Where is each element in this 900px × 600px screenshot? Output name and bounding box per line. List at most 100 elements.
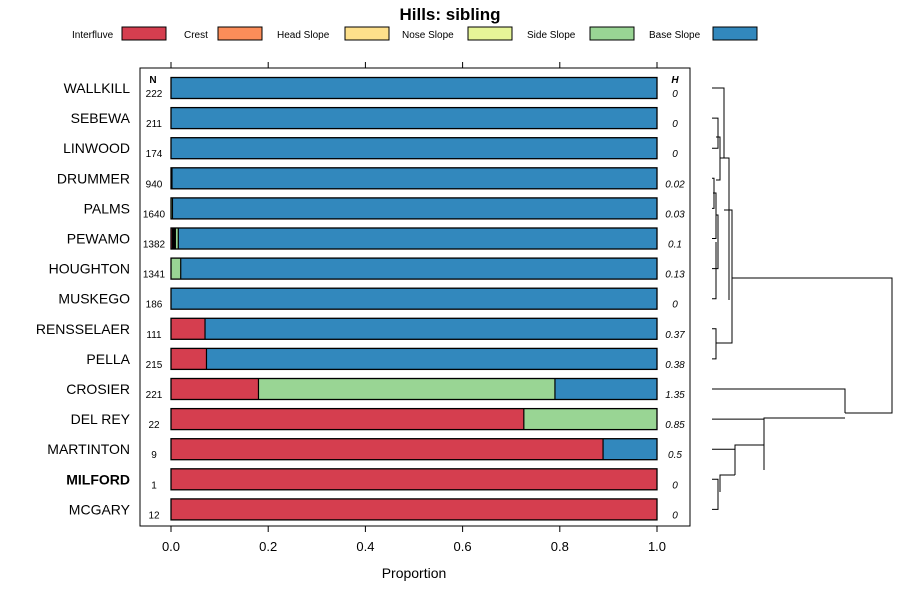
x-tick-label-2: 0.4 bbox=[356, 539, 374, 554]
row-palms: PALMS 1640 0.03 bbox=[84, 197, 685, 220]
dendro-root bbox=[732, 277, 893, 414]
n-column-header: N bbox=[149, 75, 156, 86]
soil-label-palms: PALMS bbox=[84, 200, 130, 216]
bar-segment-pewamo-base-slope bbox=[178, 228, 658, 249]
chart-title: Hills: sibling bbox=[399, 5, 500, 24]
bar-outline-crosier bbox=[170, 377, 658, 401]
top-axis-ticks bbox=[170, 62, 658, 68]
bar-segment-mcgary-interfluve bbox=[171, 498, 657, 520]
bar-segment-palms-side-slope bbox=[171, 197, 173, 219]
h-value-houghton: 0.13 bbox=[665, 270, 685, 281]
legend-label-side-slope: Side Slope bbox=[527, 30, 576, 41]
n-value-palms: 1640 bbox=[143, 209, 166, 220]
legend-swatch-nose-slope bbox=[467, 26, 513, 41]
legend-swatch-head-slope bbox=[344, 26, 390, 41]
dendro-branch-wallkill bbox=[712, 87, 725, 159]
bar-segment-crosier-interfluve bbox=[171, 378, 259, 400]
dendro-node-d bbox=[734, 444, 764, 475]
bar-outline-pewamo bbox=[170, 227, 658, 250]
h-value-crosier: 1.35 bbox=[665, 390, 685, 401]
bar-outline-muskego bbox=[170, 287, 658, 310]
dendro-branch-milford-mcgary bbox=[712, 478, 719, 510]
h-column-header: H bbox=[671, 75, 679, 86]
soil-label-del-rey: DEL REY bbox=[71, 411, 131, 427]
x-tick-label-3: 0.6 bbox=[454, 539, 472, 554]
bar-rows: WALLKILL 222 0 SEBEWA 211 0 LINWOOD 174 0 DRUMMER… bbox=[36, 76, 685, 521]
bar-segment-del-rey-interfluve bbox=[171, 408, 524, 430]
bar-segment-del-rey-side-slope bbox=[523, 408, 657, 430]
dendro-branch-sebewa-linwood bbox=[712, 117, 719, 149]
row-mcgary: MCGARY 12 0 bbox=[69, 498, 678, 521]
n-value-muskego: 186 bbox=[146, 300, 163, 311]
bar-segment-muskego-base-slope bbox=[171, 288, 657, 310]
row-wallkill: WALLKILL 222 0 bbox=[64, 76, 678, 100]
n-value-martinton: 9 bbox=[151, 450, 157, 461]
x-axis: 0.0 0.2 0.4 0.6 0.8 1.0 bbox=[162, 526, 666, 554]
legend-swatch-interfluve bbox=[121, 26, 167, 41]
x-tick-label-1: 0.2 bbox=[259, 539, 277, 554]
bar-outline-martinton bbox=[170, 438, 658, 461]
dendro-upper-stem bbox=[724, 157, 730, 300]
bar-outline-drummer bbox=[170, 167, 658, 190]
soil-label-muskego: MUSKEGO bbox=[58, 291, 130, 307]
bar-segment-pella-base-slope bbox=[206, 348, 657, 370]
bar-segment-wallkill-base-slope bbox=[171, 77, 657, 99]
bar-segment-houghton-side-slope bbox=[171, 258, 181, 280]
dendro-branch-pewamo bbox=[712, 192, 717, 239]
row-pewamo: PEWAMO 1382 0.1 bbox=[67, 227, 682, 251]
n-value-pewamo: 1382 bbox=[143, 240, 166, 251]
soil-label-drummer: DRUMMER bbox=[57, 170, 130, 186]
h-value-del-rey: 0.85 bbox=[665, 420, 685, 431]
bar-segment-pewamo-side-slope bbox=[175, 228, 179, 249]
n-value-wallkill: 222 bbox=[146, 89, 163, 100]
h-value-pewamo: 0.1 bbox=[668, 240, 682, 251]
n-value-crosier: 221 bbox=[146, 390, 163, 401]
bar-outline-linwood bbox=[170, 137, 658, 160]
dendro-node-a bbox=[716, 136, 721, 181]
soil-label-wallkill: WALLKILL bbox=[64, 80, 131, 96]
bar-segment-linwood-base-slope bbox=[171, 137, 657, 159]
row-martinton: MARTINTON 9 0.5 bbox=[47, 438, 682, 461]
legend: Interfluve Crest Head Slope Nose Slope Side … bbox=[72, 26, 758, 41]
dendro-node-b bbox=[716, 209, 733, 344]
n-value-drummer: 940 bbox=[146, 179, 163, 190]
legend-swatch-crest bbox=[217, 26, 263, 41]
legend-label-nose-slope: Nose Slope bbox=[402, 30, 454, 41]
x-tick-label-4: 0.8 bbox=[551, 539, 569, 554]
soil-label-mcgary: MCGARY bbox=[69, 501, 131, 517]
bar-outline-sebewa bbox=[170, 106, 658, 130]
soil-label-pewamo: PEWAMO bbox=[67, 231, 130, 247]
bar-outline-houghton bbox=[170, 257, 658, 280]
dendro-node-c bbox=[763, 417, 845, 470]
row-drummer: DRUMMER 940 0.02 bbox=[57, 167, 685, 190]
n-value-sebewa: 211 bbox=[146, 119, 162, 130]
h-value-wallkill: 0 bbox=[672, 89, 678, 100]
soil-label-linwood: LINWOOD bbox=[63, 140, 130, 156]
row-muskego: MUSKEGO 186 0 bbox=[58, 287, 678, 311]
n-value-linwood: 174 bbox=[146, 149, 163, 160]
bar-outline-del-rey bbox=[170, 407, 658, 431]
h-value-mcgary: 0 bbox=[672, 510, 678, 521]
n-value-milford: 1 bbox=[151, 480, 157, 491]
row-del-rey: DEL REY 22 0.85 bbox=[71, 407, 685, 431]
plot-frame bbox=[139, 67, 691, 527]
bar-segment-palms-base-slope bbox=[172, 197, 657, 219]
h-value-drummer: 0.02 bbox=[665, 179, 685, 190]
legend-label-interfluve: Interfluve bbox=[72, 30, 114, 41]
bar-segment-sebewa-base-slope bbox=[171, 107, 657, 129]
h-value-sebewa: 0 bbox=[672, 119, 678, 130]
bar-segment-crosier-side-slope bbox=[258, 378, 555, 400]
row-houghton: HOUGHTON 1341 0.13 bbox=[49, 257, 685, 281]
bar-outline-milford bbox=[170, 468, 658, 491]
dendro-node-e bbox=[719, 474, 735, 492]
dendro-branch-crosier bbox=[712, 388, 846, 413]
bar-segment-martinton-base-slope bbox=[603, 438, 657, 460]
bar-segment-crosier-base-slope bbox=[554, 378, 657, 400]
bar-segment-houghton-base-slope bbox=[180, 258, 657, 280]
h-value-milford: 0 bbox=[672, 480, 678, 491]
bar-segment-pella-interfluve bbox=[171, 348, 207, 370]
h-value-palms: 0.03 bbox=[665, 209, 685, 220]
row-crosier: CROSIER 221 1.35 bbox=[66, 377, 685, 401]
n-value-rensselaer: 111 bbox=[146, 330, 162, 341]
x-axis-title: Proportion bbox=[382, 565, 447, 581]
